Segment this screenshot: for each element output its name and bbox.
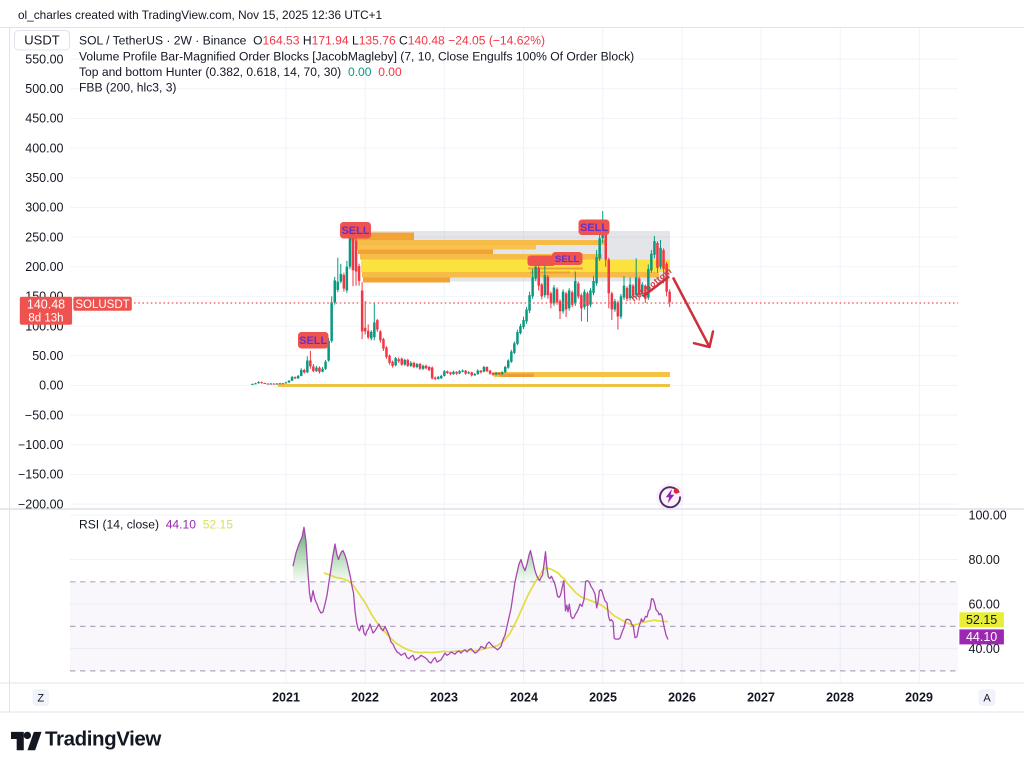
- svg-text:Volume Profile Bar-Magnified O: Volume Profile Bar-Magnified Order Block…: [79, 50, 634, 64]
- svg-text:2021: 2021: [272, 691, 300, 705]
- svg-text:400.00: 400.00: [25, 141, 63, 155]
- svg-text:SOL / TetherUS · 2W · Binance: SOL / TetherUS · 2W · Binance O164.53 H1…: [79, 34, 545, 48]
- svg-text:50.00: 50.00: [32, 349, 63, 363]
- svg-text:RSI (14, close) 44.10 52.15: RSI (14, close) 44.10 52.15: [79, 518, 233, 532]
- svg-text:−200.00: −200.00: [18, 497, 64, 511]
- svg-text:8d 13h: 8d 13h: [28, 312, 63, 324]
- svg-text:Z: Z: [37, 693, 44, 705]
- svg-text:100.00: 100.00: [969, 508, 1007, 522]
- svg-text:SOLUSDT: SOLUSDT: [75, 299, 129, 311]
- svg-text:SELL: SELL: [580, 222, 608, 234]
- svg-text:250.00: 250.00: [25, 230, 63, 244]
- svg-text:40.00: 40.00: [969, 642, 1000, 656]
- svg-text:52.15: 52.15: [966, 613, 997, 627]
- svg-text:FBB (200, hlc3, 3): FBB (200, hlc3, 3): [79, 81, 176, 95]
- svg-text:200.00: 200.00: [25, 260, 63, 274]
- svg-text:SELL: SELL: [555, 254, 579, 265]
- svg-text:SELL: SELL: [341, 225, 369, 237]
- svg-text:2026: 2026: [668, 691, 696, 705]
- svg-text:A: A: [983, 693, 991, 705]
- svg-text:2022: 2022: [351, 691, 379, 705]
- svg-text:SELL: SELL: [299, 335, 327, 347]
- svg-text:−100.00: −100.00: [18, 438, 64, 452]
- svg-text:550.00: 550.00: [25, 52, 63, 66]
- svg-text:USDT: USDT: [24, 33, 59, 48]
- svg-text:500.00: 500.00: [25, 82, 63, 96]
- svg-text:TradingView: TradingView: [45, 728, 161, 751]
- svg-text:60.00: 60.00: [969, 597, 1000, 611]
- svg-text:−150.00: −150.00: [18, 468, 64, 482]
- svg-text:0.00: 0.00: [39, 379, 63, 393]
- svg-text:Top and bottom Hunter (0.382,: Top and bottom Hunter (0.382, 0.618, 14,…: [79, 65, 402, 79]
- svg-text:300.00: 300.00: [25, 201, 63, 215]
- svg-text:2029: 2029: [905, 691, 933, 705]
- svg-text:350.00: 350.00: [25, 171, 63, 185]
- svg-text:2027: 2027: [747, 691, 775, 705]
- svg-text:450.00: 450.00: [25, 112, 63, 126]
- svg-text:ol_charles created with Tradin: ol_charles created with TradingView.com,…: [18, 8, 382, 22]
- svg-text:44.10: 44.10: [966, 630, 997, 644]
- svg-text:2023: 2023: [430, 691, 458, 705]
- svg-text:−50.00: −50.00: [25, 408, 64, 422]
- svg-text:2028: 2028: [826, 691, 854, 705]
- svg-text:80.00: 80.00: [969, 553, 1000, 567]
- svg-text:140.48: 140.48: [27, 297, 65, 311]
- svg-text:2024: 2024: [510, 691, 538, 705]
- svg-text:2025: 2025: [589, 691, 617, 705]
